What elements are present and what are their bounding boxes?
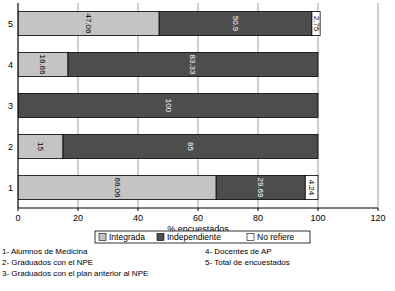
tick-label: 0 [15, 213, 20, 223]
bar [63, 135, 318, 159]
tick-label: 40 [133, 213, 143, 223]
grid-line [18, 3, 19, 208]
data-label: 47.06 [84, 13, 93, 34]
chart: 02040608010012066.0629.694.24158510016.6… [0, 0, 395, 291]
data-label: 83.33 [188, 54, 197, 75]
y-axis [18, 3, 19, 208]
legend-swatch [247, 234, 254, 241]
bars [18, 12, 320, 200]
data-label: 50.9 [231, 16, 240, 32]
annotation: 2- Graduados con el NPE [2, 258, 93, 267]
category-label: 4 [8, 60, 13, 70]
tick-label: 60 [193, 213, 203, 223]
bar [68, 53, 318, 77]
bar [18, 53, 68, 77]
plot-area [18, 3, 378, 208]
legend-box [95, 231, 310, 243]
legend-swatch [99, 234, 106, 241]
legend-swatch [157, 234, 164, 241]
bar [159, 12, 312, 36]
category-label: 1 [8, 183, 13, 193]
bar [216, 176, 305, 200]
annotation: 5- Total de encuestados [205, 258, 290, 267]
legend-label: No refiere [257, 232, 295, 242]
x-axis [18, 208, 378, 209]
data-label: 29.69 [256, 177, 265, 198]
annotation: 1- Alumnos de Medicina [2, 247, 88, 256]
data-label: 100 [164, 99, 173, 113]
annotation: 3- Graduados con el plan anterior al NPE [2, 269, 148, 278]
bar [18, 12, 159, 36]
legend: Integrada Independiente No refiere [95, 231, 310, 243]
data-label: 15 [36, 142, 45, 151]
legend-label: Integrada [109, 232, 145, 242]
data-label: 66.06 [113, 177, 122, 198]
data-label: 16.66 [38, 54, 47, 75]
annotation: 4- Docentes de AP [205, 247, 272, 256]
data-label: 2.75 [312, 16, 321, 32]
bar [18, 94, 318, 118]
category-label: 5 [8, 19, 13, 29]
tick-label: 20 [73, 213, 83, 223]
bar [312, 12, 320, 36]
category-label: 2 [8, 142, 13, 152]
grid-line [378, 3, 379, 208]
legend-label: Independiente [167, 232, 221, 242]
bar [18, 176, 216, 200]
tick-label: 120 [370, 213, 385, 223]
bar [18, 135, 63, 159]
tick-label: 80 [253, 213, 263, 223]
tick-label: 100 [310, 213, 325, 223]
bar [305, 176, 318, 200]
data-label: 4.24 [307, 180, 316, 196]
category-label: 3 [8, 101, 13, 111]
data-label: 85 [186, 142, 195, 151]
data-labels: 66.06 29.69 4.24 15 85 100 16.66 83.33 47.06 50.9… [36, 13, 321, 198]
